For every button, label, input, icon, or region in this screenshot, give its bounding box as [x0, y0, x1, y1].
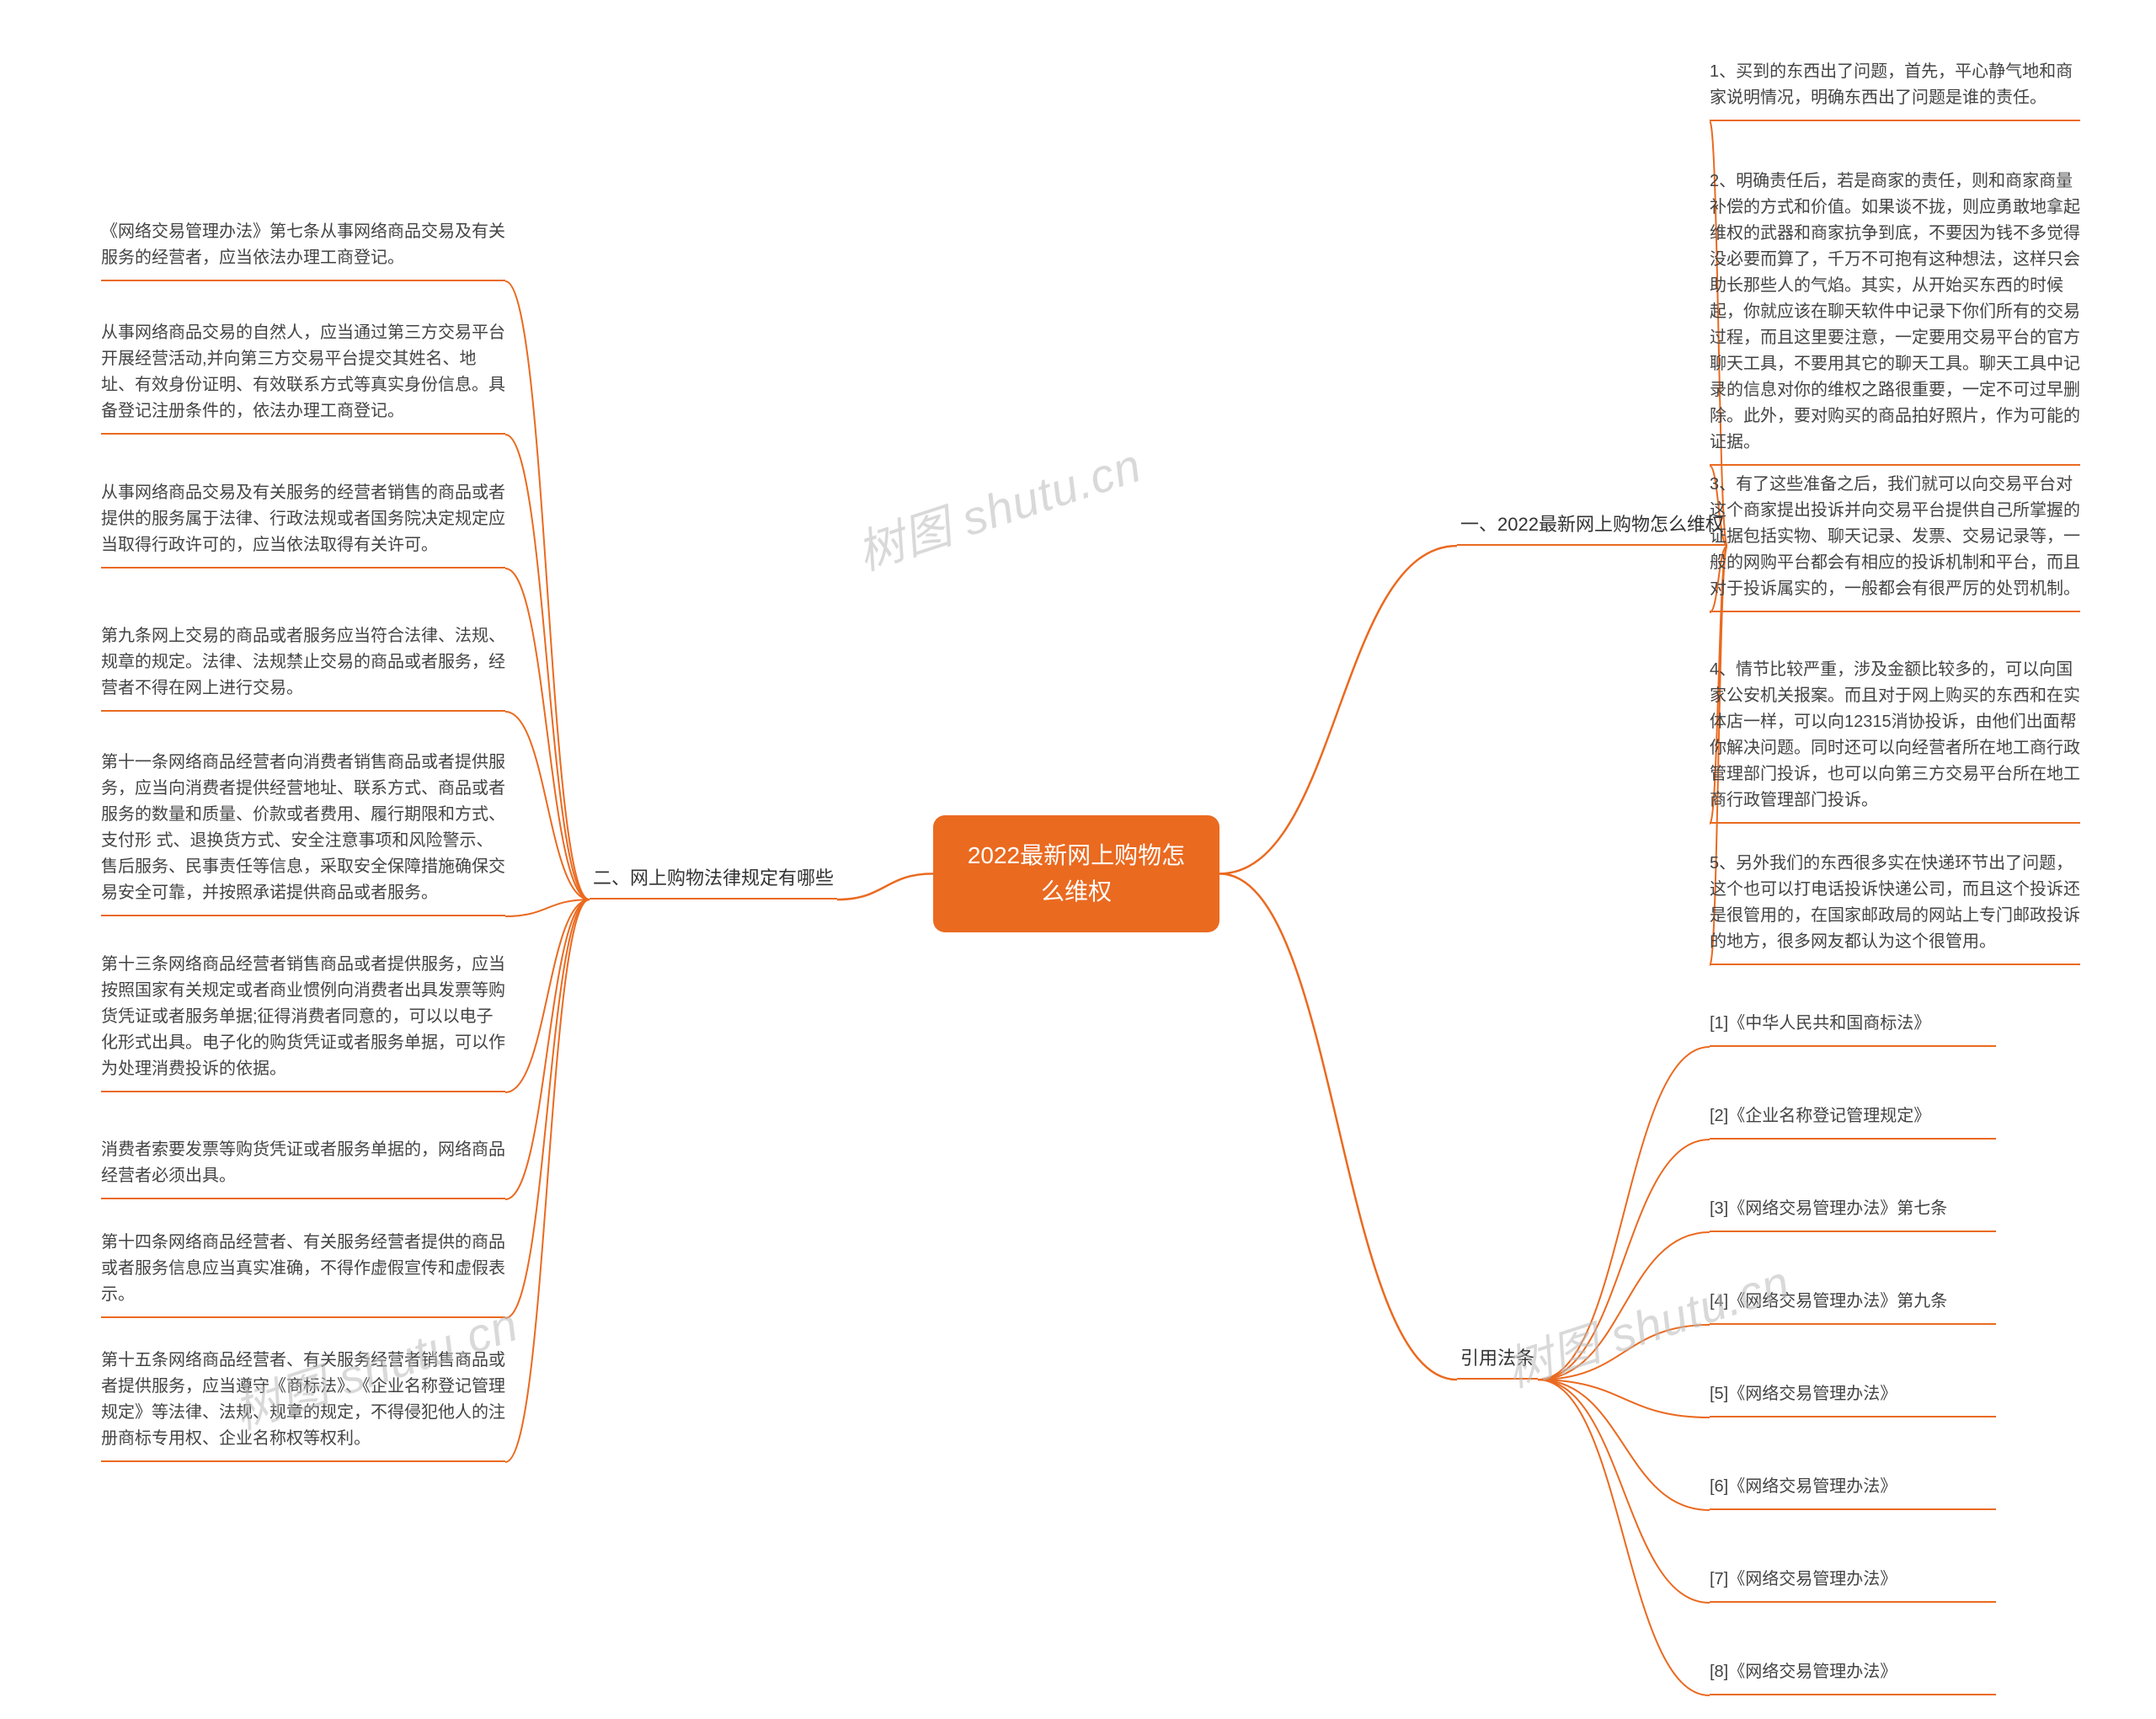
- leaf-node: [1]《中华人民共和国商标法》: [1710, 1011, 1996, 1047]
- leaf-node: [2]《企业名称登记管理规定》: [1710, 1103, 1996, 1140]
- leaf-node: [3]《网络交易管理办法》第七条: [1710, 1196, 1996, 1232]
- leaf-node: 从事网络商品交易的自然人，应当通过第三方交易平台开展经营活动,并向第三方交易平台…: [101, 320, 505, 435]
- leaf-node: 第十五条网络商品经营者、有关服务经营者销售商品或者提供服务，应当遵守《商标法》、…: [101, 1348, 505, 1462]
- leaf-node: 第九条网上交易的商品或者服务应当符合法律、法规、规章的规定。法律、法规禁止交易的…: [101, 623, 505, 712]
- branch-references: 引用法条: [1457, 1339, 1538, 1380]
- leaf-node: [6]《网络交易管理办法》: [1710, 1474, 1996, 1510]
- branch-rights: 一、2022最新网上购物怎么维权: [1457, 505, 1727, 546]
- branch-laws: 二、网上购物法律规定有哪些: [590, 859, 837, 900]
- leaf-node: 2、明确责任后，若是商家的责任，则和商家商量补偿的方式和价值。如果谈不拢，则应勇…: [1710, 168, 2080, 466]
- leaf-node: 从事网络商品交易及有关服务的经营者销售的商品或者提供的服务属于法律、行政法规或者…: [101, 480, 505, 569]
- leaf-node: [8]《网络交易管理办法》: [1710, 1659, 1996, 1695]
- leaf-node: 1、买到的东西出了问题，首先，平心静气地和商家说明情况，明确东西出了问题是谁的责…: [1710, 59, 2080, 121]
- leaf-node: 第十三条网络商品经营者销售商品或者提供服务，应当按照国家有关规定或者商业惯例向消…: [101, 952, 505, 1092]
- leaf-node: 消费者索要发票等购货凭证或者服务单据的，网络商品经营者必须出具。: [101, 1137, 505, 1199]
- leaf-node: 3、有了这些准备之后，我们就可以向交易平台对这个商家提出投诉并向交易平台提供自己…: [1710, 472, 2080, 612]
- leaf-node: [4]《网络交易管理办法》第九条: [1710, 1289, 1996, 1325]
- leaf-node: [7]《网络交易管理办法》: [1710, 1567, 1996, 1603]
- leaf-node: 5、另外我们的东西很多实在快递环节出了问题，这个也可以打电话投诉快递公司，而且这…: [1710, 851, 2080, 965]
- mindmap-canvas: 2022最新网上购物怎么维权 一、2022最新网上购物怎么维权 引用法条 二、网…: [0, 0, 2156, 1719]
- leaf-node: 第十一条网络商品经营者向消费者销售商品或者提供服务，应当向消费者提供经营地址、联…: [101, 750, 505, 916]
- leaf-node: 4、情节比较严重，涉及金额比较多的，可以向国家公安机关报案。而且对于网上购买的东…: [1710, 657, 2080, 824]
- leaf-node: 第十四条网络商品经营者、有关服务经营者提供的商品或者服务信息应当真实准确，不得作…: [101, 1230, 505, 1318]
- root-node: 2022最新网上购物怎么维权: [933, 815, 1219, 932]
- leaf-node: [5]《网络交易管理办法》: [1710, 1381, 1996, 1417]
- watermark: 树图 shutu.cn: [847, 428, 1149, 584]
- leaf-node: 《网络交易管理办法》第七条从事网络商品交易及有关服务的经营者，应当依法办理工商登…: [101, 219, 505, 281]
